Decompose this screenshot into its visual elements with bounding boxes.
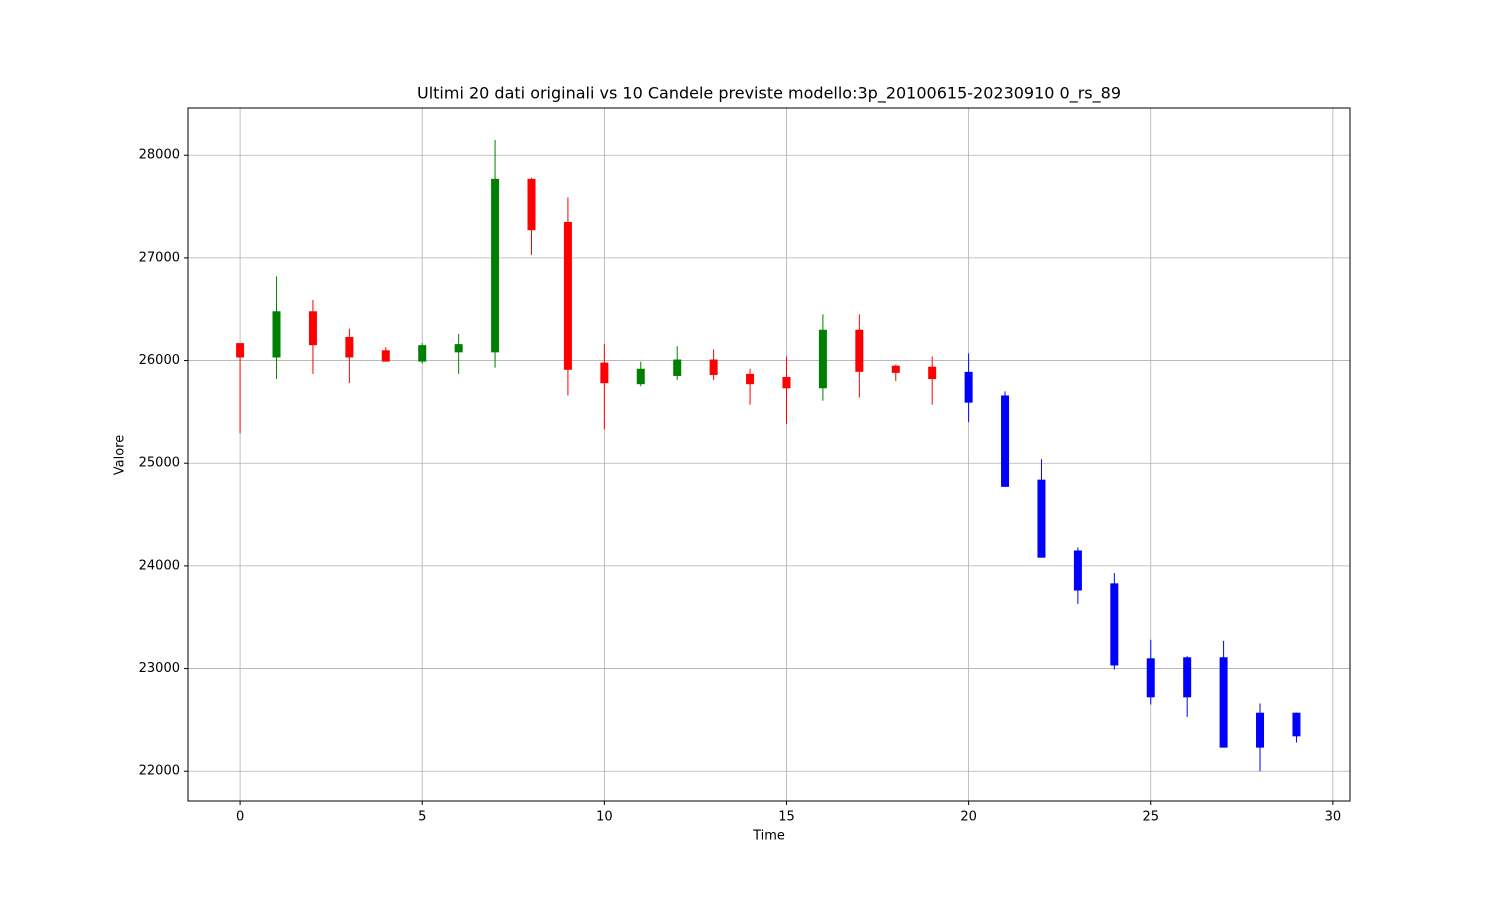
candle-body bbox=[308, 311, 317, 346]
candle-body bbox=[709, 359, 718, 375]
candle-body bbox=[418, 345, 427, 362]
x-tick-label: 15 bbox=[778, 810, 795, 825]
candle-body bbox=[1110, 583, 1119, 666]
candle-body bbox=[636, 368, 645, 385]
x-tick-label: 30 bbox=[1325, 810, 1342, 825]
candle-body bbox=[746, 373, 755, 385]
x-tick-label: 5 bbox=[418, 810, 426, 825]
candle-body bbox=[1219, 657, 1228, 748]
candle-body bbox=[563, 221, 572, 370]
y-tick-label: 26000 bbox=[139, 353, 180, 368]
candle-body bbox=[1256, 712, 1265, 748]
candle-body bbox=[527, 178, 536, 231]
candle-body bbox=[272, 311, 281, 358]
x-tick-label: 25 bbox=[1142, 810, 1159, 825]
candle-body bbox=[1037, 479, 1046, 558]
x-axis-label: Time bbox=[752, 829, 785, 844]
candle-body bbox=[928, 366, 937, 380]
candle-body bbox=[236, 343, 245, 358]
plot-frame bbox=[187, 107, 1351, 802]
y-tick-label: 22000 bbox=[139, 764, 180, 779]
candle-body bbox=[1001, 395, 1010, 487]
y-tick-label: 27000 bbox=[139, 250, 180, 265]
candle-body bbox=[1146, 658, 1155, 698]
candle-body bbox=[345, 336, 354, 358]
candle-body bbox=[491, 178, 500, 353]
y-tick-label: 23000 bbox=[139, 661, 180, 676]
candle-body bbox=[1183, 657, 1192, 698]
x-tick-label: 0 bbox=[236, 810, 244, 825]
candle-body bbox=[600, 362, 609, 384]
y-tick-label: 28000 bbox=[139, 148, 180, 163]
candle-body bbox=[454, 344, 463, 353]
chart-title: Ultimi 20 dati originali vs 10 Candele p… bbox=[417, 84, 1121, 104]
candle-body bbox=[855, 329, 864, 372]
candle-body bbox=[673, 359, 682, 376]
candle-body bbox=[1073, 550, 1082, 591]
y-tick-label: 24000 bbox=[139, 558, 180, 573]
candle-body bbox=[818, 329, 827, 389]
x-tick-label: 10 bbox=[596, 810, 613, 825]
candle-body bbox=[964, 371, 973, 403]
candle-body bbox=[782, 376, 791, 389]
y-tick-label: 25000 bbox=[139, 456, 180, 471]
x-tick-label: 20 bbox=[960, 810, 977, 825]
candle-body bbox=[1292, 712, 1301, 737]
y-axis-label: Valore bbox=[113, 435, 128, 475]
candle-body bbox=[381, 350, 390, 362]
candle-body bbox=[891, 365, 900, 373]
